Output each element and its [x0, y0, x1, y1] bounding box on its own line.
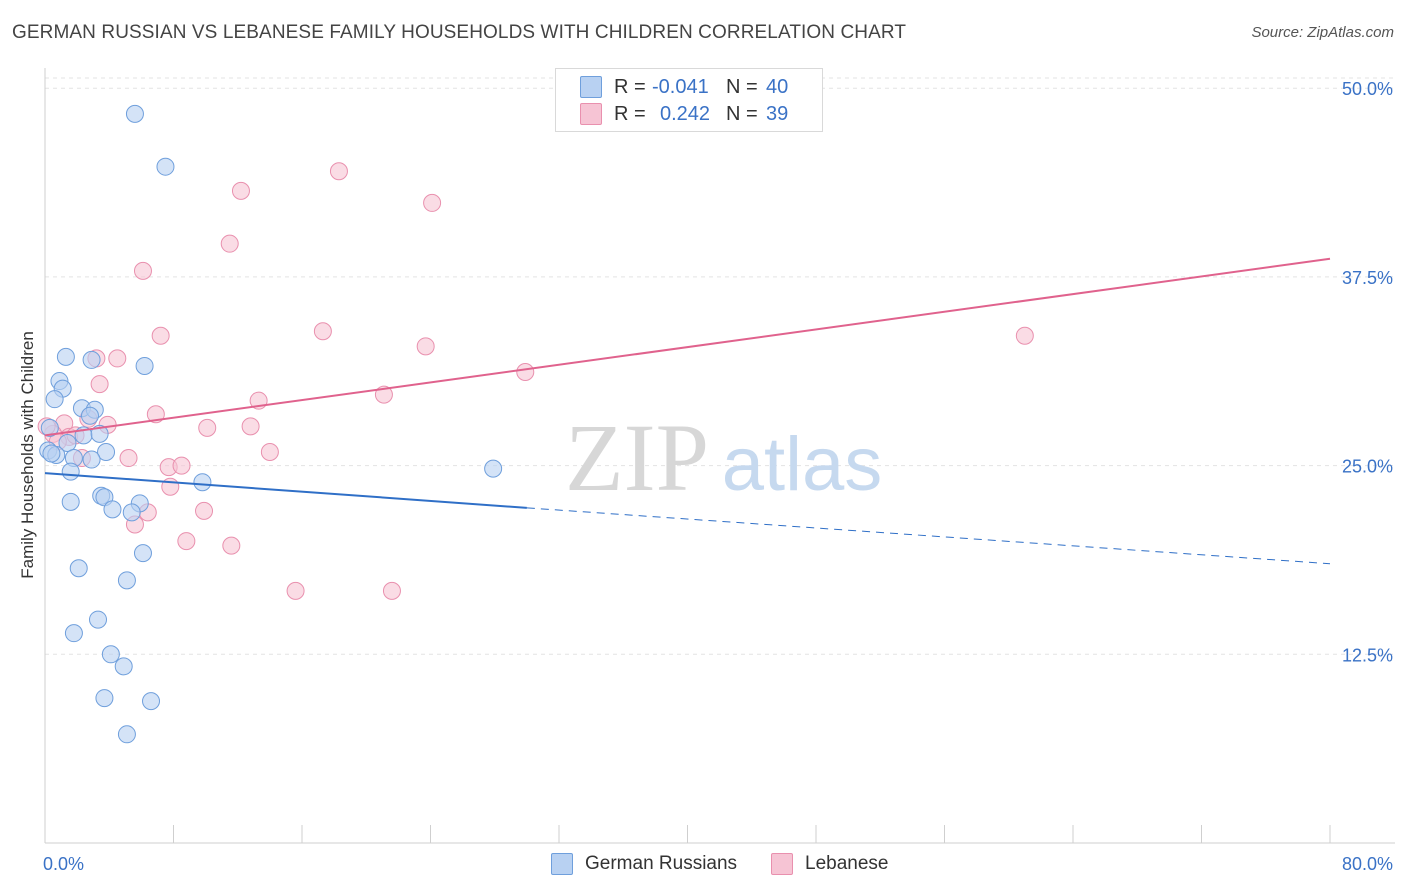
data-point-german-russians [61, 462, 80, 481]
data-point-lebanese [172, 456, 191, 475]
y-tick-label: 12.5% [1342, 645, 1393, 665]
chart-title: GERMAN RUSSIAN VS LEBANESE FAMILY HOUSEH… [12, 22, 907, 43]
legend-r-label: R = [614, 75, 646, 98]
data-point-german-russians [64, 624, 83, 643]
data-point-lebanese [416, 337, 435, 356]
data-point-lebanese [195, 501, 214, 520]
data-point-german-russians [142, 692, 161, 711]
legend-r-label: R = [614, 102, 646, 125]
legend-swatch-lebanese [580, 103, 602, 125]
trend-line-lebanese [44, 257, 1331, 437]
axes [44, 68, 1395, 844]
watermark: ZIP atlas [565, 404, 882, 511]
y-tick-label: 37.5% [1342, 268, 1393, 288]
legend-n-label: N = [726, 75, 758, 98]
data-point-lebanese [286, 581, 305, 600]
data-point-german-russians [82, 450, 101, 469]
data-point-german-russians [193, 473, 212, 492]
grid-lines [45, 77, 1395, 655]
series-german-russians-points [39, 104, 503, 744]
data-point-german-russians [69, 559, 88, 578]
data-point-german-russians [90, 424, 109, 443]
data-point-german-russians [122, 503, 141, 522]
data-point-lebanese [423, 193, 442, 212]
data-point-lebanese [90, 375, 109, 394]
data-point-german-russians [103, 500, 122, 519]
trend-lines [44, 257, 1331, 565]
bottom-legend-swatch-german-russians [551, 853, 573, 875]
legend-r-value: 0.242 [660, 102, 711, 125]
data-point-lebanese [313, 322, 332, 341]
data-point-lebanese [231, 181, 250, 200]
data-point-lebanese [133, 261, 152, 280]
data-point-lebanese [329, 162, 348, 181]
data-point-lebanese [119, 449, 138, 468]
data-point-german-russians [114, 657, 133, 676]
watermark-atlas: atlas [722, 422, 883, 507]
data-point-german-russians [58, 433, 77, 452]
data-point-lebanese [198, 418, 217, 437]
data-point-lebanese [1015, 326, 1034, 345]
data-point-german-russians [117, 725, 136, 744]
watermark-zip: ZIP [565, 404, 709, 511]
bottom-legend-lebanese: Lebanese [771, 851, 888, 877]
legend-n-label: N = [726, 102, 758, 125]
data-point-german-russians [484, 459, 503, 478]
legend-row-german-russians: R = -0.041 N = 40 [580, 74, 788, 100]
data-point-lebanese [177, 532, 196, 551]
legend-r-value: -0.041 [652, 75, 709, 98]
tick-labels: 12.5% 25.0% 37.5% 50.0% 0.0% 80.0% [43, 79, 1393, 874]
source-label: Source: ZipAtlas.com [1251, 24, 1394, 41]
data-point-german-russians [95, 689, 114, 708]
bottom-legend-german-russians: German Russians [551, 851, 737, 877]
legend-n-value: 39 [766, 102, 789, 125]
data-point-german-russians [45, 390, 64, 409]
bottom-legend-swatch-lebanese [771, 853, 793, 875]
correlation-legend: R = -0.041 N = 40 R = 0.242 N = 39 [555, 68, 823, 132]
data-point-german-russians [61, 492, 80, 511]
bottom-legend-label-lebanese: Lebanese [805, 853, 889, 874]
data-point-lebanese [382, 581, 401, 600]
data-point-german-russians [40, 418, 59, 437]
data-point-lebanese [220, 234, 239, 253]
trend-line-german-russians-extrapolated [526, 507, 1331, 565]
data-point-lebanese [151, 326, 170, 345]
trend-line-german-russians [44, 472, 527, 509]
data-point-lebanese [108, 349, 127, 368]
series-lebanese-points [37, 162, 1034, 600]
data-point-german-russians [125, 104, 144, 123]
data-point-german-russians [80, 406, 99, 425]
data-point-german-russians [89, 610, 108, 629]
data-point-german-russians [56, 347, 75, 366]
y-tick-label: 25.0% [1342, 457, 1393, 477]
data-point-german-russians [117, 571, 136, 590]
data-point-lebanese [222, 536, 241, 555]
data-point-german-russians [82, 350, 101, 369]
data-point-german-russians [97, 443, 116, 462]
y-axis-label: Family Households with Children [18, 331, 37, 579]
data-point-german-russians [133, 544, 152, 563]
bottom-legend-label-german-russians: German Russians [585, 853, 738, 874]
data-point-lebanese [516, 363, 535, 381]
legend-n-value: 40 [766, 75, 789, 98]
data-point-lebanese [146, 405, 165, 424]
data-point-german-russians [101, 645, 120, 664]
data-point-german-russians [135, 356, 154, 375]
data-point-lebanese [241, 417, 260, 436]
data-point-german-russians [42, 444, 61, 463]
data-point-german-russians [156, 157, 175, 176]
data-point-lebanese [260, 443, 279, 462]
legend-row-lebanese: R = 0.242 N = 39 [580, 101, 788, 127]
x-tick-label: 0.0% [43, 854, 84, 874]
y-tick-label: 50.0% [1342, 79, 1393, 99]
legend-swatch-german-russians [580, 76, 602, 98]
x-tick-label: 80.0% [1342, 854, 1393, 874]
